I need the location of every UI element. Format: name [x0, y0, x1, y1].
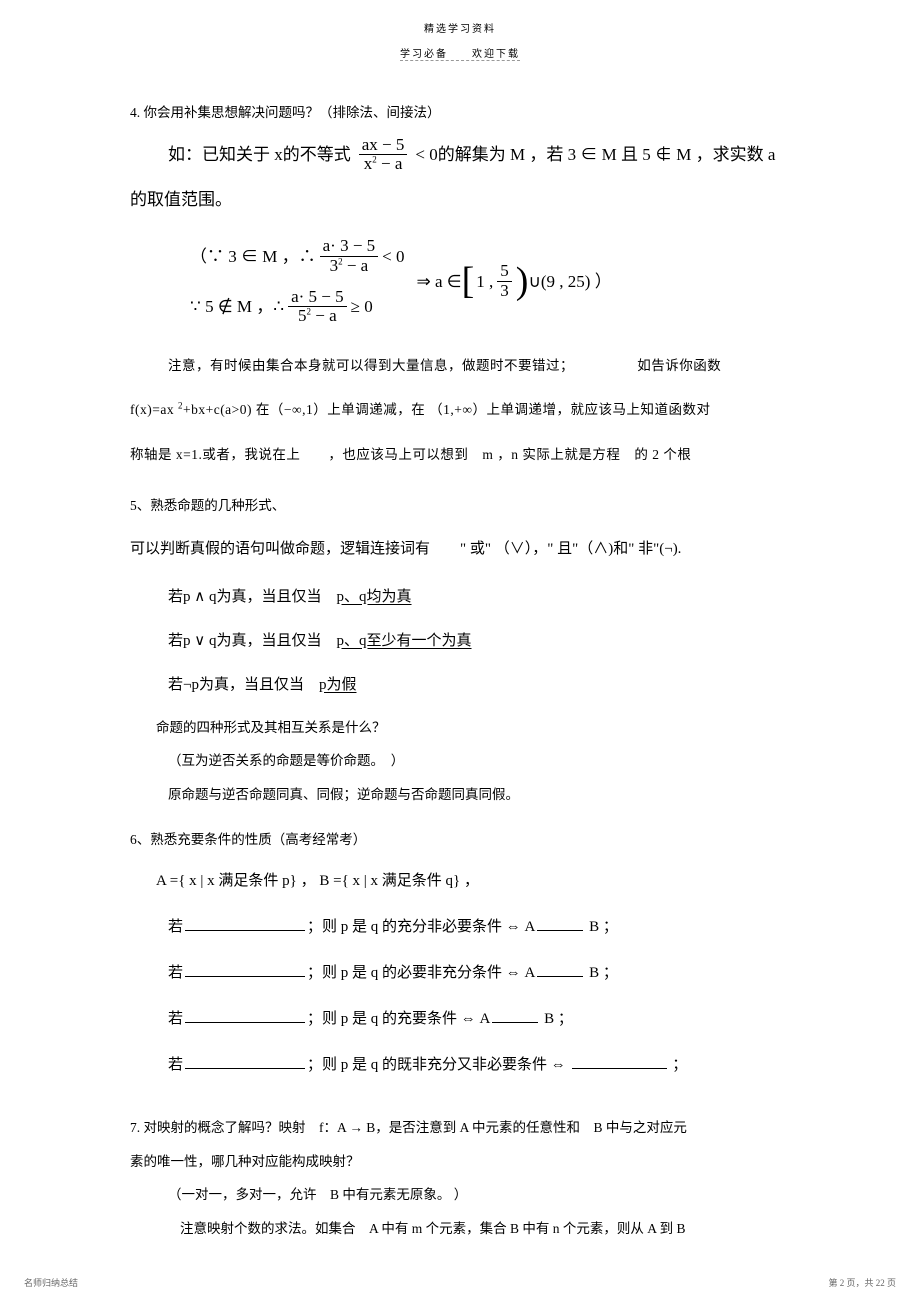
q4-l1a: 如：已知关于 x的不等式	[168, 141, 351, 168]
pf2n: a· 5 − 5	[288, 288, 347, 308]
q4-pf2: a· 5 − 5 52 − a	[288, 288, 347, 326]
header-top: 精选学习资料	[0, 0, 920, 35]
q4-note1: 注意，有时候由集合本身就可以得到大量信息，做题时不要错过； 如告诉你函数	[130, 350, 790, 382]
q7-l3: （一对一，多对一，允许 B 中有元素无原象。 ）	[130, 1184, 790, 1206]
q4-line1: 如：已知关于 x的不等式 ax − 5 x2 − a < 0的解集为 M ，若 …	[130, 136, 790, 174]
q4-l1b: < 0的解集为 M ，若 3 ∈ M 且 5 ∉ M ，求实数 a	[415, 141, 775, 168]
content: 4. 你会用补集思想解决问题吗？（排除法、间接法） 如：已知关于 x的不等式 a…	[0, 102, 920, 1239]
q4-proof: （∵ 3 ∈ M ，∴ a· 3 − 5 32 − a < 0 ∵ 5 ∉ M …	[130, 231, 790, 332]
q4-arrow: ⇒ a ∈	[417, 268, 462, 295]
q6-r1: 若；则 p 是 q 的充分非必要条件 ⇔ A B ；	[130, 915, 790, 939]
q6-title: 6、熟悉充要条件的性质（高考经常考）	[130, 829, 790, 851]
q4-line2: 的取值范围。	[130, 186, 790, 213]
q5-sub1: 命题的四种形式及其相互关系是什么？	[130, 717, 790, 739]
footer-left: 名师归纳总结	[24, 1276, 78, 1289]
q5-title: 5、熟悉命题的几种形式、	[130, 495, 790, 517]
q5-r1: 若p ∧ q为真，当且仅当 p、q均为真	[168, 585, 790, 609]
q4-pf1t: < 0	[382, 243, 404, 270]
q7-l4: 注意映射个数的求法。如集合 A 中有 m 个元素，集合 B 中有 n 个元素，则…	[130, 1218, 790, 1240]
q6-r3: 若；则 p 是 q 的充要条件 ⇔ A B ；	[130, 1007, 790, 1031]
pf2d: 52 − a	[295, 307, 340, 326]
q6-l1: A ={ x | x 满足条件 p} ， B ={ x | x 满足条件 q} …	[130, 869, 790, 893]
pf1d: 32 − a	[327, 257, 372, 276]
footer-right: 第 2 页，共 22 页	[828, 1276, 896, 1289]
q5-r2: 若p ∨ q为真，当且仅当 p、q至少有一个为真	[168, 629, 790, 653]
q4-frac1: ax − 5 x2 − a	[359, 136, 408, 174]
pf1n: a· 3 − 5	[320, 237, 379, 257]
q6-r4: 若；则 p 是 q 的既非充分又非必要条件 ⇔ ；	[130, 1053, 790, 1077]
ifn: 5	[497, 262, 512, 282]
q7-title: 7. 对映射的概念了解吗？映射 f：A → B，是否注意到 A 中元素的任意性和…	[130, 1117, 790, 1139]
q4-p2a: ∵ 5 ∉ M ，∴	[190, 293, 284, 320]
q4-title: 4. 你会用补集思想解决问题吗？（排除法、间接法）	[130, 102, 790, 124]
header-sub: 学习必备 欢迎下载	[400, 35, 520, 61]
q4-pf1: a· 3 − 5 32 − a	[320, 237, 379, 275]
lbracket: [	[462, 272, 475, 291]
q7-l2: 素的唯一性，哪几种对应能构成映射？	[130, 1151, 790, 1173]
q4-int-frac: 5 3	[497, 262, 512, 300]
q5-r3: 若¬p为真，当且仅当 p为假	[168, 673, 790, 697]
q4-p1a: （∵ 3 ∈ M ，∴	[190, 243, 316, 270]
q4-int-tail: ∪(9 , 25) ）	[528, 268, 611, 295]
q5-sub2: （互为逆否关系的命题是等价命题。 ）	[130, 750, 790, 772]
rbracket: )	[516, 272, 529, 291]
q4-frac1-den: x2 − a	[361, 155, 406, 174]
ifd: 3	[497, 282, 512, 301]
q4-int-a: 1 ,	[476, 268, 493, 295]
q4-note3: 称轴是 x=1.或者，我说在上 ，也应该马上可以想到 m ，n 实际上就是方程 …	[130, 439, 790, 471]
q5-sub3: 原命题与逆否命题同真、同假；逆命题与否命题同真同假。	[130, 784, 790, 806]
q4-frac1-num: ax − 5	[359, 136, 408, 156]
q4-pf2t: ≥ 0	[351, 293, 373, 320]
q5-line1: 可以判断真假的语句叫做命题，逻辑连接词有 " 或" （∨），" 且"（∧)和" …	[130, 537, 790, 561]
q4-note2: f(x)=ax 2+bx+c(a>0) 在（−∞,1）上单调递减，在 （1,+∞…	[130, 394, 790, 426]
q6-r2: 若；则 p 是 q 的必要非充分条件 ⇔ A B ；	[130, 961, 790, 985]
